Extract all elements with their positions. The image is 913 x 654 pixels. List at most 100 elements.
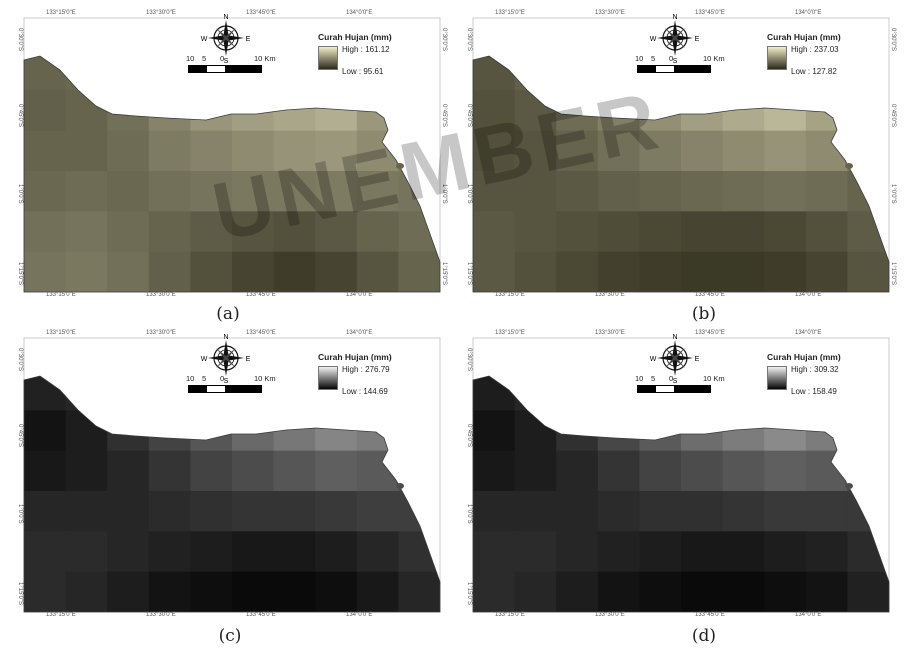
legend-title: Curah Hujan (mm) [318,352,392,362]
caption-c: (c) [218,626,242,646]
raster-cell [107,130,150,172]
raster-cell [639,251,682,292]
raster-cell [190,130,233,172]
lat-tick-left: 1°0'0"S [17,504,23,524]
raster-cell [398,251,440,292]
raster-cell [107,171,150,212]
raster-cell [556,571,599,612]
scale-label-right10: 10 Km [254,374,276,383]
raster-cell [315,531,358,573]
raster-cell [556,491,599,532]
raster-cell [473,90,516,132]
raster-cell [764,130,807,172]
compass-s: S [224,58,229,64]
raster-cell [639,531,682,573]
raster-cell [190,531,233,573]
lat-tick-left: 0°30'0"S [17,28,23,52]
lat-tick-right: 1°15'0"S [441,262,447,286]
raster-cell [764,211,807,253]
raster-cell [847,251,889,292]
scale-label-left10: 10 [635,374,644,383]
raster-cell [681,171,724,212]
raster-cell [148,491,191,532]
scale-label-right10: 10 Km [703,374,725,383]
lat-tick-right: 0°30'0"S [890,28,896,52]
lon-tick-top: 133°30'0"E [595,10,625,16]
raster-cell [473,531,516,573]
island [396,483,404,489]
raster-cell [639,130,682,172]
legend-title: Curah Hujan (mm) [767,32,841,42]
raster-cell [847,571,889,612]
rainfall-map-b [472,17,890,293]
raster-cell [356,531,399,573]
lat-tick-left: 0°30'0"S [17,348,23,372]
raster-cell [315,571,358,612]
raster-cell [681,450,724,492]
lat-tick-right: 0°45'0"S [441,104,447,128]
raster-cell [764,491,807,532]
raster-cell [764,450,807,492]
raster-cell [722,491,765,532]
raster-cell [639,450,682,492]
lat-tick-left: 0°30'0"S [466,348,472,372]
lon-tick-bottom: 133°30'0"E [146,292,176,298]
legend-color-ramp [767,366,787,390]
raster-cell [232,531,275,573]
raster-cell [232,171,275,212]
legend-d: Curah Hujan (mm) High : 309.32 Low : 158… [765,352,897,414]
raster-cell [24,90,67,132]
lon-tick-top: 134°0'0"E [346,330,373,336]
raster-cell [273,171,316,212]
raster-cell [190,211,233,253]
raster-cell [556,531,599,573]
island [845,163,853,169]
raster-cell [722,571,765,612]
raster-cell [148,251,191,292]
north-arrow-compass: N S W E [645,332,705,385]
raster-cell [273,130,316,172]
rainfall-map-c [23,337,441,613]
raster-cell [24,171,67,212]
raster-cell [556,211,599,253]
raster-cell [65,491,108,532]
raster-cell [764,531,807,573]
raster-cell [556,450,599,492]
legend-color-ramp [318,46,338,70]
raster-cell [273,571,316,612]
raster-cell [232,491,275,532]
raster-cell [514,251,557,292]
island [845,483,853,489]
raster-cell [107,491,150,532]
raster-cell [65,130,108,172]
compass-e: E [246,36,251,43]
raster-cell [65,211,108,253]
scale-label-right10: 10 Km [254,54,276,63]
raster-cell [514,571,557,612]
raster-cell [805,211,848,253]
compass-s: S [673,58,678,64]
raster-cell [639,211,682,253]
compass-e: E [695,356,700,363]
lon-tick-bottom: 133°45'0"E [246,292,276,298]
lat-tick-left: 1°15'0"S [17,582,23,606]
raster-cell [805,251,848,292]
scale-bar-segments [637,385,711,393]
raster-cell [24,491,67,532]
raster-cell [805,571,848,612]
lon-tick-top: 133°15'0"E [495,330,525,336]
legend-high-label: High : 276.79 [342,365,390,374]
raster-cell [24,211,67,253]
raster-cell [315,211,358,253]
legend-low-label: Low : 158.49 [791,387,837,396]
raster-cell [556,171,599,212]
raster-cell [24,251,67,292]
raster-cell [273,251,316,292]
scale-label-left10: 10 [186,374,195,383]
scale-label-right10: 10 Km [703,54,725,63]
raster-cell [315,450,358,492]
raster-cell [681,251,724,292]
compass-n: N [672,14,677,21]
raster-cell [148,450,191,492]
lat-tick-left: 1°0'0"S [17,184,23,204]
